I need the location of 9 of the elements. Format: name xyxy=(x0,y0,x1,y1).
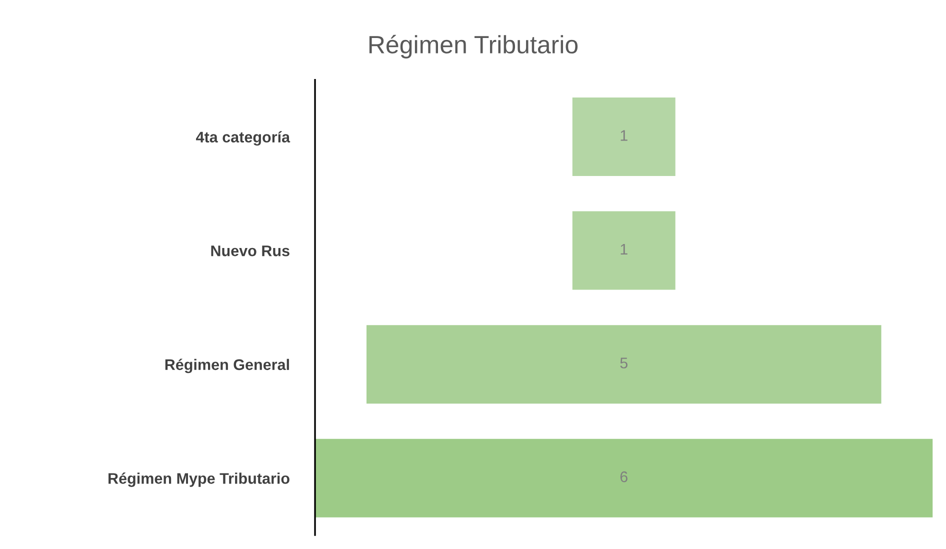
category-label: Nuevo Rus xyxy=(211,246,290,256)
data-label: 1 xyxy=(620,244,628,254)
category-label: Régimen General xyxy=(165,358,289,374)
category-label: Régimen Mype Tributario xyxy=(108,472,290,487)
data-label: 6 xyxy=(620,471,628,482)
data-label: 1 xyxy=(620,130,628,141)
data-label: 5 xyxy=(620,358,628,368)
text: Régimen Tributario xyxy=(369,34,578,58)
category-label: 4ta categoría xyxy=(196,131,290,146)
